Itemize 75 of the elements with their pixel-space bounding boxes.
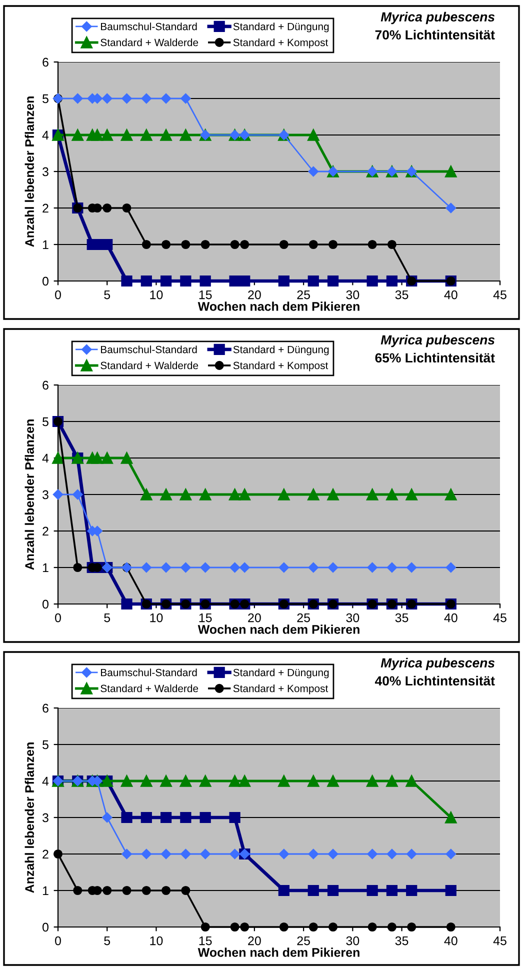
x-tick-label: 25 xyxy=(297,936,310,946)
x-tick-label: 5 xyxy=(104,613,110,622)
x-tick-label: 5 xyxy=(104,290,110,300)
x-tick-label: 0 xyxy=(55,936,61,946)
legend-label: Standard + Walderde xyxy=(100,684,198,692)
legend-label: Standard + Düngung xyxy=(233,668,329,678)
chart-title: Myrica pubescens xyxy=(380,658,495,670)
x-tick-label: 45 xyxy=(493,936,506,946)
y-tick-label: 5 xyxy=(42,417,48,426)
chart-subtitle: 70% Lichtintensität xyxy=(375,30,495,40)
x-tick-label: 35 xyxy=(395,613,408,622)
y-tick-label: 3 xyxy=(42,490,48,500)
x-tick-label: 35 xyxy=(395,936,408,946)
y-tick-label: 6 xyxy=(42,380,48,390)
x-tick-label: 0 xyxy=(55,290,61,300)
y-axis-title: Anzahl lebender Pflanzen xyxy=(24,742,34,893)
x-tick-label: 25 xyxy=(297,290,310,300)
y-axis-title: Anzahl lebender Pflanzen xyxy=(24,96,34,247)
x-tick-label: 30 xyxy=(346,290,360,300)
y-tick-label: 6 xyxy=(42,58,48,67)
x-tick-label: 10 xyxy=(150,936,163,946)
x-axis-title: Wochen nach dem Pikieren xyxy=(198,624,360,634)
x-tick-label: 20 xyxy=(248,290,261,300)
x-tick-label: 15 xyxy=(199,936,212,946)
chart-title: Myrica pubescens xyxy=(380,12,495,24)
legend-label: Baumschul-Standard xyxy=(101,346,197,354)
x-tick-label: 15 xyxy=(199,290,212,300)
y-tick-label: 4 xyxy=(42,776,49,786)
y-tick-label: 0 xyxy=(42,922,48,932)
x-tick-label: 40 xyxy=(444,290,458,300)
x-tick-label: 15 xyxy=(199,613,212,622)
legend-label: Standard + Düngung xyxy=(233,346,329,356)
x-tick-label: 40 xyxy=(444,613,458,622)
chart-title: Myrica pubescens xyxy=(380,334,495,348)
x-tick-label: 30 xyxy=(346,613,360,622)
x-tick-label: 10 xyxy=(150,613,163,622)
y-tick-label: 3 xyxy=(42,813,48,822)
y-tick-label: 1 xyxy=(42,240,48,250)
chart-subtitle: 40% Lichtintensität xyxy=(374,676,495,686)
legend-label: Standard + Walderde xyxy=(100,38,198,46)
legend-label: Standard + Kompost xyxy=(233,362,328,372)
y-tick-label: 5 xyxy=(42,740,48,750)
legend-label: Standard + Kompost xyxy=(233,38,328,48)
x-axis-title: Wochen nach dem Pikieren xyxy=(198,948,360,957)
x-tick-label: 35 xyxy=(395,290,408,300)
x-tick-label: 45 xyxy=(493,613,506,622)
y-tick-label: 3 xyxy=(42,167,48,176)
y-tick-label: 0 xyxy=(42,276,48,286)
y-tick-label: 4 xyxy=(42,454,49,463)
y-tick-label: 1 xyxy=(42,563,48,572)
y-tick-label: 2 xyxy=(42,204,48,213)
x-tick-label: 10 xyxy=(150,290,163,300)
y-tick-label: 1 xyxy=(42,886,48,896)
y-tick-label: 5 xyxy=(42,94,48,104)
legend-label: Standard + Kompost xyxy=(233,684,328,694)
y-tick-label: 2 xyxy=(42,850,48,859)
x-tick-label: 5 xyxy=(104,936,110,946)
x-tick-label: 45 xyxy=(493,290,506,300)
x-tick-label: 20 xyxy=(248,613,261,622)
legend-label: Baumschul-Standard xyxy=(101,668,197,676)
legend-label: Standard + Düngung xyxy=(233,22,329,32)
x-tick-label: 40 xyxy=(444,936,458,946)
chart-subtitle: 65% Lichtintensität xyxy=(375,352,495,363)
x-tick-label: 30 xyxy=(346,936,360,946)
y-axis-title: Anzahl lebender Pflanzen xyxy=(24,420,34,570)
y-tick-label: 2 xyxy=(42,526,48,536)
x-tick-label: 20 xyxy=(248,936,261,946)
x-axis-title: Wochen nach dem Pikieren xyxy=(198,302,360,311)
legend-label: Baumschul-Standard xyxy=(101,22,197,30)
x-tick-label: 25 xyxy=(297,613,310,622)
legend-label: Standard + Walderde xyxy=(100,362,198,370)
y-tick-label: 4 xyxy=(42,130,49,140)
x-tick-label: 0 xyxy=(55,613,61,622)
y-tick-label: 0 xyxy=(42,600,48,609)
y-tick-label: 6 xyxy=(42,704,48,713)
